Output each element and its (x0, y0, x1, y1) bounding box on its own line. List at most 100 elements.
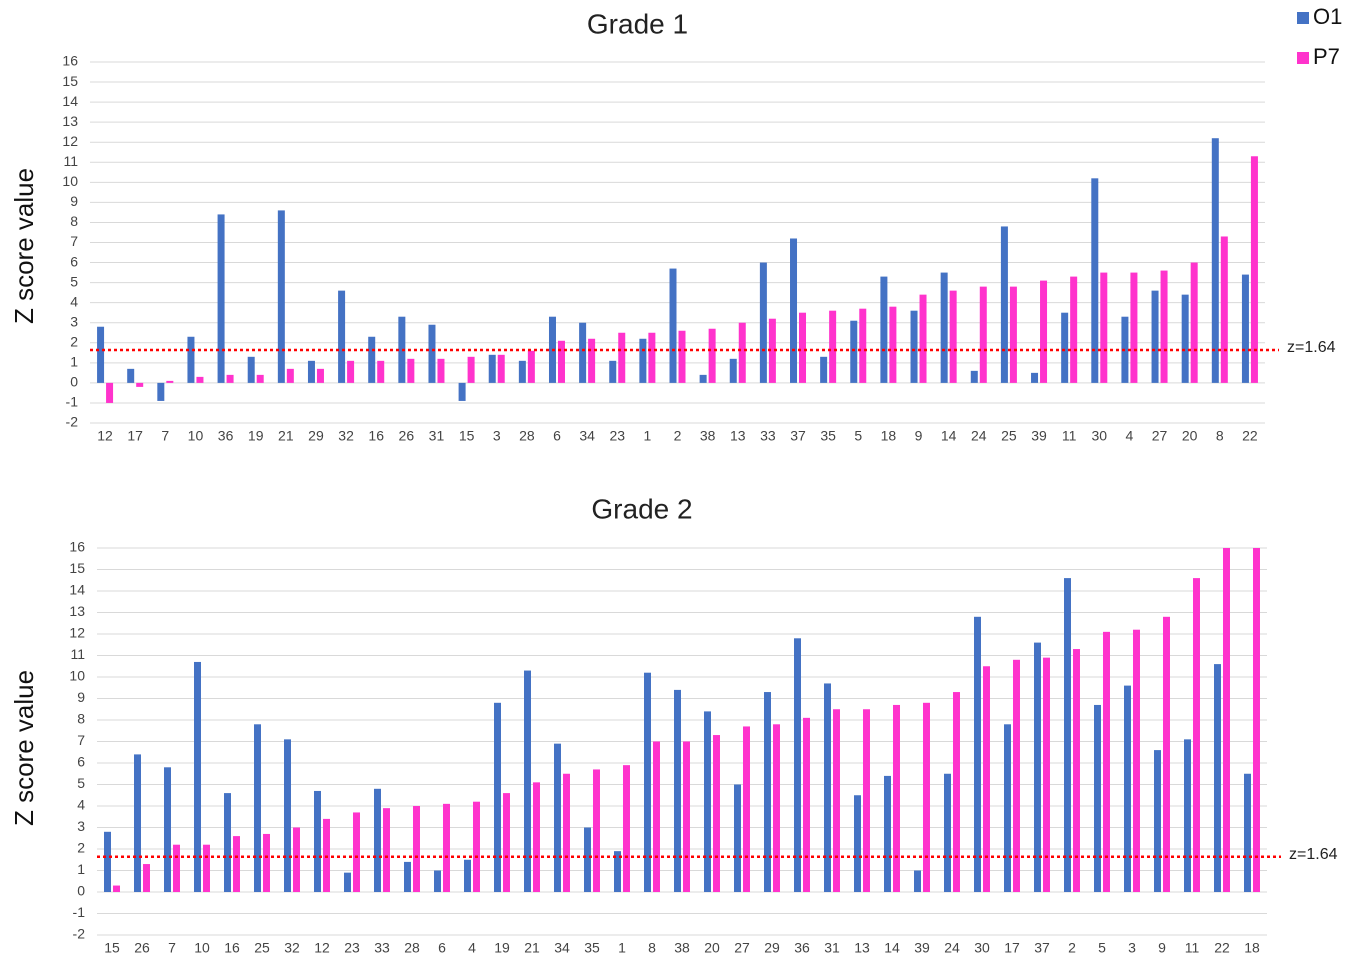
y-tick-label: 9 (77, 689, 85, 705)
bar (314, 790, 321, 892)
x-tick-label: 5 (854, 428, 862, 444)
x-tick-label: 19 (494, 940, 510, 956)
y-tick-label: 6 (77, 754, 85, 770)
bar (880, 276, 888, 383)
threshold-label: z=1.64 (1289, 846, 1338, 863)
bar (233, 836, 240, 892)
x-tick-label: 34 (554, 940, 570, 956)
x-tick-label: 17 (1004, 940, 1020, 956)
bar (1190, 262, 1198, 383)
x-tick-label: 39 (914, 940, 930, 956)
bar (353, 812, 360, 892)
bar (790, 238, 798, 383)
x-tick-label: 23 (609, 428, 625, 444)
y-tick-label: -1 (73, 904, 86, 920)
bar (284, 739, 291, 892)
bar (910, 310, 918, 383)
bar (533, 782, 540, 892)
y-tick-label: 2 (70, 333, 78, 349)
x-tick-label: 16 (224, 940, 240, 956)
chart-title: Grade 1 (587, 8, 688, 39)
x-tick-label: 12 (97, 428, 113, 444)
bar (224, 793, 231, 892)
bar (143, 864, 150, 892)
bar (226, 374, 234, 383)
chart-title: Grade 2 (591, 493, 692, 524)
bar (773, 724, 780, 892)
bar (157, 382, 165, 401)
x-tick-label: 6 (438, 940, 446, 956)
bar (1073, 649, 1080, 892)
bar (708, 328, 716, 383)
y-tick-label: 10 (62, 173, 78, 189)
bar (1000, 226, 1008, 383)
x-tick-label: 20 (1182, 428, 1198, 444)
x-tick-label: 4 (468, 940, 476, 956)
x-tick-label: 35 (820, 428, 836, 444)
x-tick-label: 25 (1001, 428, 1017, 444)
bar (254, 724, 261, 892)
y-tick-label: 16 (69, 539, 85, 555)
x-tick-label: 9 (1158, 940, 1166, 956)
legend-swatch (1297, 52, 1309, 64)
bar (833, 709, 840, 892)
bar (829, 310, 837, 383)
bar (437, 358, 445, 383)
bar (824, 683, 831, 892)
bar (854, 795, 861, 892)
y-tick-label: 1 (77, 861, 85, 877)
bar (1244, 773, 1251, 892)
bar (768, 318, 776, 383)
x-tick-label: 21 (524, 940, 540, 956)
bar (134, 754, 141, 892)
bar (940, 272, 948, 383)
bar (699, 374, 707, 383)
x-tick-label: 18 (881, 428, 897, 444)
bar (1160, 270, 1168, 383)
x-tick-label: 36 (218, 428, 234, 444)
bar (1181, 294, 1189, 383)
x-tick-label: 27 (1152, 428, 1168, 444)
bar (1250, 156, 1258, 383)
bar (1004, 724, 1011, 892)
y-tick-label: -2 (66, 414, 79, 430)
y-tick-label: 11 (70, 646, 85, 662)
bar (1034, 642, 1041, 892)
bar (187, 336, 195, 383)
x-tick-label: 13 (854, 940, 870, 956)
bar (1013, 659, 1020, 892)
x-tick-label: 11 (1062, 428, 1077, 444)
bar (678, 330, 686, 383)
bar (104, 831, 111, 892)
bar (196, 376, 204, 383)
y-tick-label: 9 (70, 193, 78, 209)
bar (1184, 739, 1191, 892)
bar (1163, 616, 1170, 892)
bar (203, 844, 210, 892)
y-axis-label: Z score value (9, 670, 39, 826)
y-tick-label: 12 (69, 625, 85, 641)
y-tick-label: 11 (63, 153, 78, 169)
x-tick-label: 22 (1214, 940, 1230, 956)
y-tick-label: 14 (69, 582, 85, 598)
legend-label: O1 (1313, 4, 1342, 29)
bar (347, 360, 355, 383)
bar (554, 743, 561, 892)
x-tick-label: 30 (1092, 428, 1108, 444)
bar (863, 709, 870, 892)
x-tick-label: 35 (584, 940, 600, 956)
bar (458, 382, 466, 401)
bar (217, 214, 225, 383)
x-tick-label: 38 (674, 940, 690, 956)
bar (669, 268, 677, 383)
bar (518, 360, 526, 383)
x-tick-label: 28 (519, 428, 535, 444)
x-tick-label: 33 (760, 428, 776, 444)
bar (1094, 704, 1101, 892)
y-tick-label: 5 (77, 775, 85, 791)
x-tick-label: 26 (399, 428, 415, 444)
bar (377, 360, 385, 383)
bar (623, 765, 630, 892)
y-tick-label: -1 (66, 394, 79, 410)
